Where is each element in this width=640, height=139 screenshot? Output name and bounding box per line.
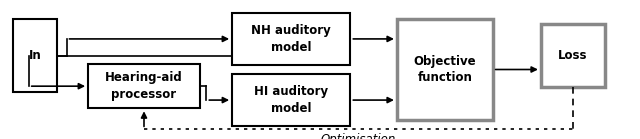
- Bar: [88, 64, 200, 108]
- Bar: [541, 24, 605, 87]
- Bar: [397, 19, 493, 120]
- Bar: [232, 74, 351, 126]
- Text: Loss: Loss: [558, 49, 588, 62]
- Bar: [232, 13, 351, 65]
- Text: Hearing-aid
processor: Hearing-aid processor: [105, 71, 183, 101]
- Text: In: In: [29, 49, 42, 62]
- Text: HI auditory
model: HI auditory model: [254, 85, 328, 115]
- Text: NH auditory
model: NH auditory model: [252, 24, 331, 54]
- Text: Objective
function: Objective function: [413, 55, 476, 84]
- Text: Optimisation: Optimisation: [321, 133, 396, 139]
- Bar: [13, 19, 57, 92]
